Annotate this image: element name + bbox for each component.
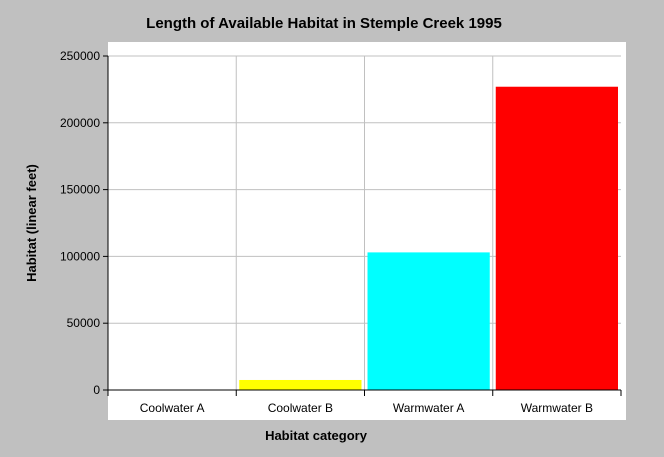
bar-warmwater-a — [367, 252, 490, 390]
bar-warmwater-b — [495, 86, 618, 390]
x-tick-label: Warmwater A — [393, 401, 465, 415]
y-tick-label: 150000 — [60, 183, 100, 197]
y-tick-label: 250000 — [60, 49, 100, 63]
y-tick-label: 0 — [93, 383, 100, 397]
y-axis-label: Habitat (linear feet) — [24, 164, 39, 282]
bars — [239, 86, 618, 390]
chart-title: Length of Available Habitat in Stemple C… — [146, 15, 502, 32]
bar-coolwater-b — [239, 379, 362, 390]
x-axis-label: Habitat category — [265, 428, 368, 443]
x-tick-label: Warmwater B — [521, 401, 593, 415]
axes — [103, 55, 622, 396]
y-tick-label: 200000 — [60, 116, 100, 130]
y-tick-label: 50000 — [67, 316, 101, 330]
grid-lines — [108, 55, 621, 390]
x-tick-label: Coolwater A — [140, 401, 205, 415]
y-tick-label: 100000 — [60, 249, 100, 263]
x-tick-labels: Coolwater A Coolwater B Warmwater A Warmwat… — [140, 401, 593, 415]
x-tick-label: Coolwater B — [268, 401, 333, 415]
y-tick-labels: 0 50000 100000 150000 200000 250000 — [60, 49, 100, 397]
